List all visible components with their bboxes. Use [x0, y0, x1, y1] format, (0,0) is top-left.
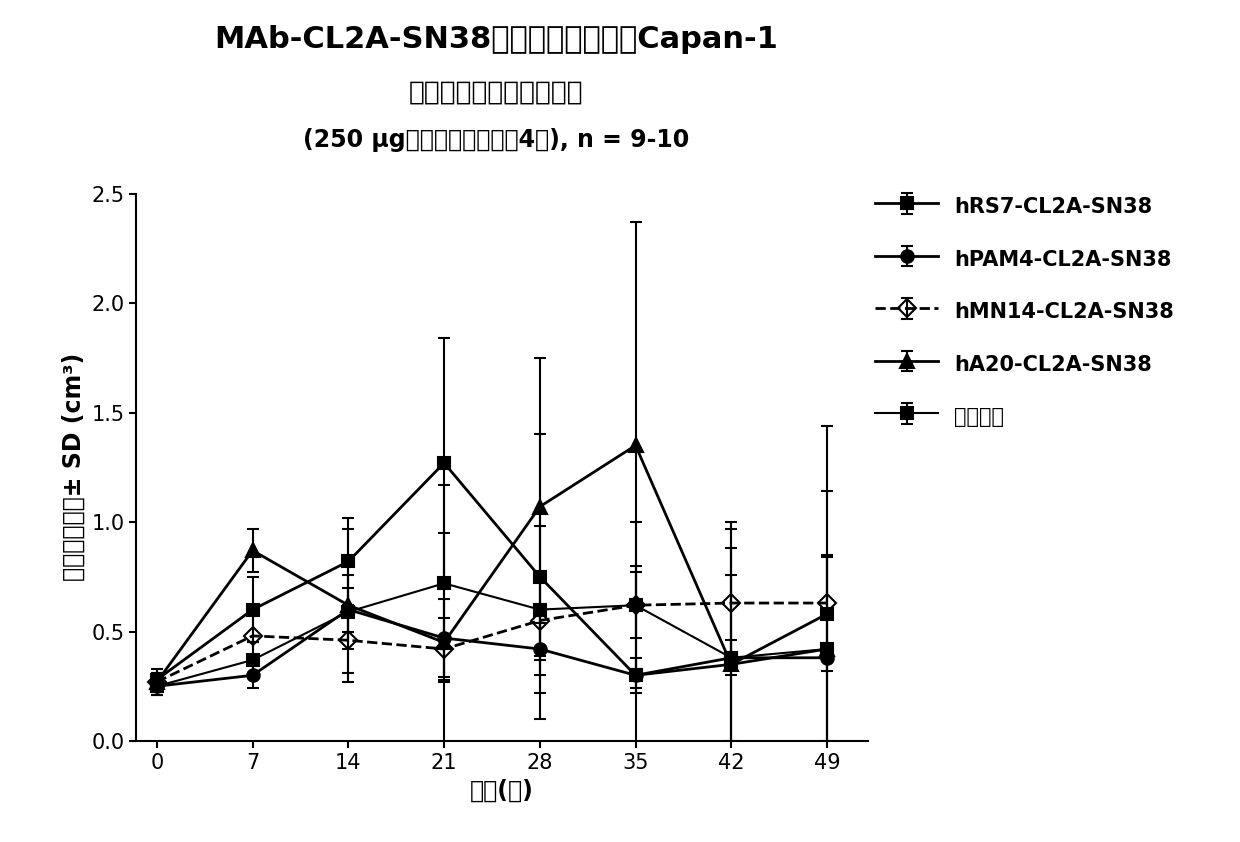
Text: MAb-CL2A-SN38免疫缓合物在具有Capan-1: MAb-CL2A-SN38免疫缓合物在具有Capan-1	[215, 25, 777, 54]
Text: 肝癌的小鼠中的治疗功效: 肝癌的小鼠中的治疗功效	[409, 80, 583, 106]
Y-axis label: 平均肝癌体积± SD (cm³): 平均肝癌体积± SD (cm³)	[62, 353, 86, 582]
Legend: hRS7-CL2A-SN38, hPAM4-CL2A-SN38, hMN14-CL2A-SN38, hA20-CL2A-SN38, 盐水对照: hRS7-CL2A-SN38, hPAM4-CL2A-SN38, hMN14-C…	[875, 194, 1174, 429]
Text: (250 μg，每周二次，进行4周), n = 9-10: (250 μg，每周二次，进行4周), n = 9-10	[303, 128, 689, 152]
X-axis label: 时间(天): 时间(天)	[470, 778, 534, 802]
